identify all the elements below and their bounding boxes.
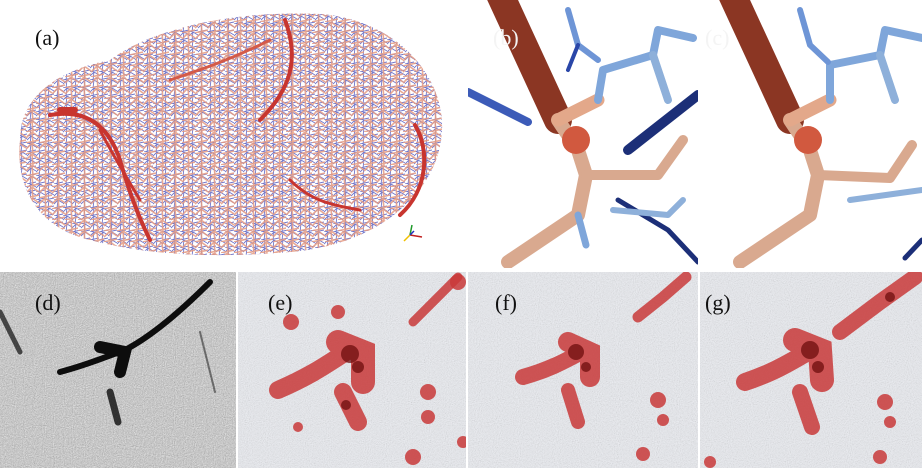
panel-a-vessel-network: (a) — [0, 0, 466, 268]
panel-d-raw-image: (d) — [0, 272, 236, 468]
xyz-axis-icon — [403, 224, 423, 242]
segmentation-overlay-f — [468, 272, 698, 468]
panel-label-d: (d) — [35, 290, 61, 315]
panel-label-b: (b) — [493, 25, 519, 50]
panel-label-c: (c) — [705, 25, 730, 50]
vessel-closeup-render-b — [468, 0, 698, 268]
vessel-closeup-render-c — [719, 0, 922, 268]
panel-e-segmentation-overlay: (e) — [238, 272, 466, 468]
panel-label-a: (a) — [35, 25, 60, 50]
panel-label-f: (f) — [495, 290, 517, 315]
panel-g-segmentation-overlay: (g) — [700, 272, 922, 468]
segmentation-overlay-e — [238, 272, 466, 468]
raw-grayscale-image — [0, 272, 236, 468]
panel-label-g: (g) — [705, 290, 731, 315]
panel-label-e: (e) — [268, 290, 293, 315]
panel-c-vessel-closeup: (c) — [700, 0, 922, 268]
vessel-network-render — [19, 13, 443, 256]
segmentation-overlay-g — [700, 272, 922, 468]
panel-f-segmentation-overlay: (f) — [468, 272, 698, 468]
panel-b-vessel-closeup: (b) — [468, 0, 698, 268]
